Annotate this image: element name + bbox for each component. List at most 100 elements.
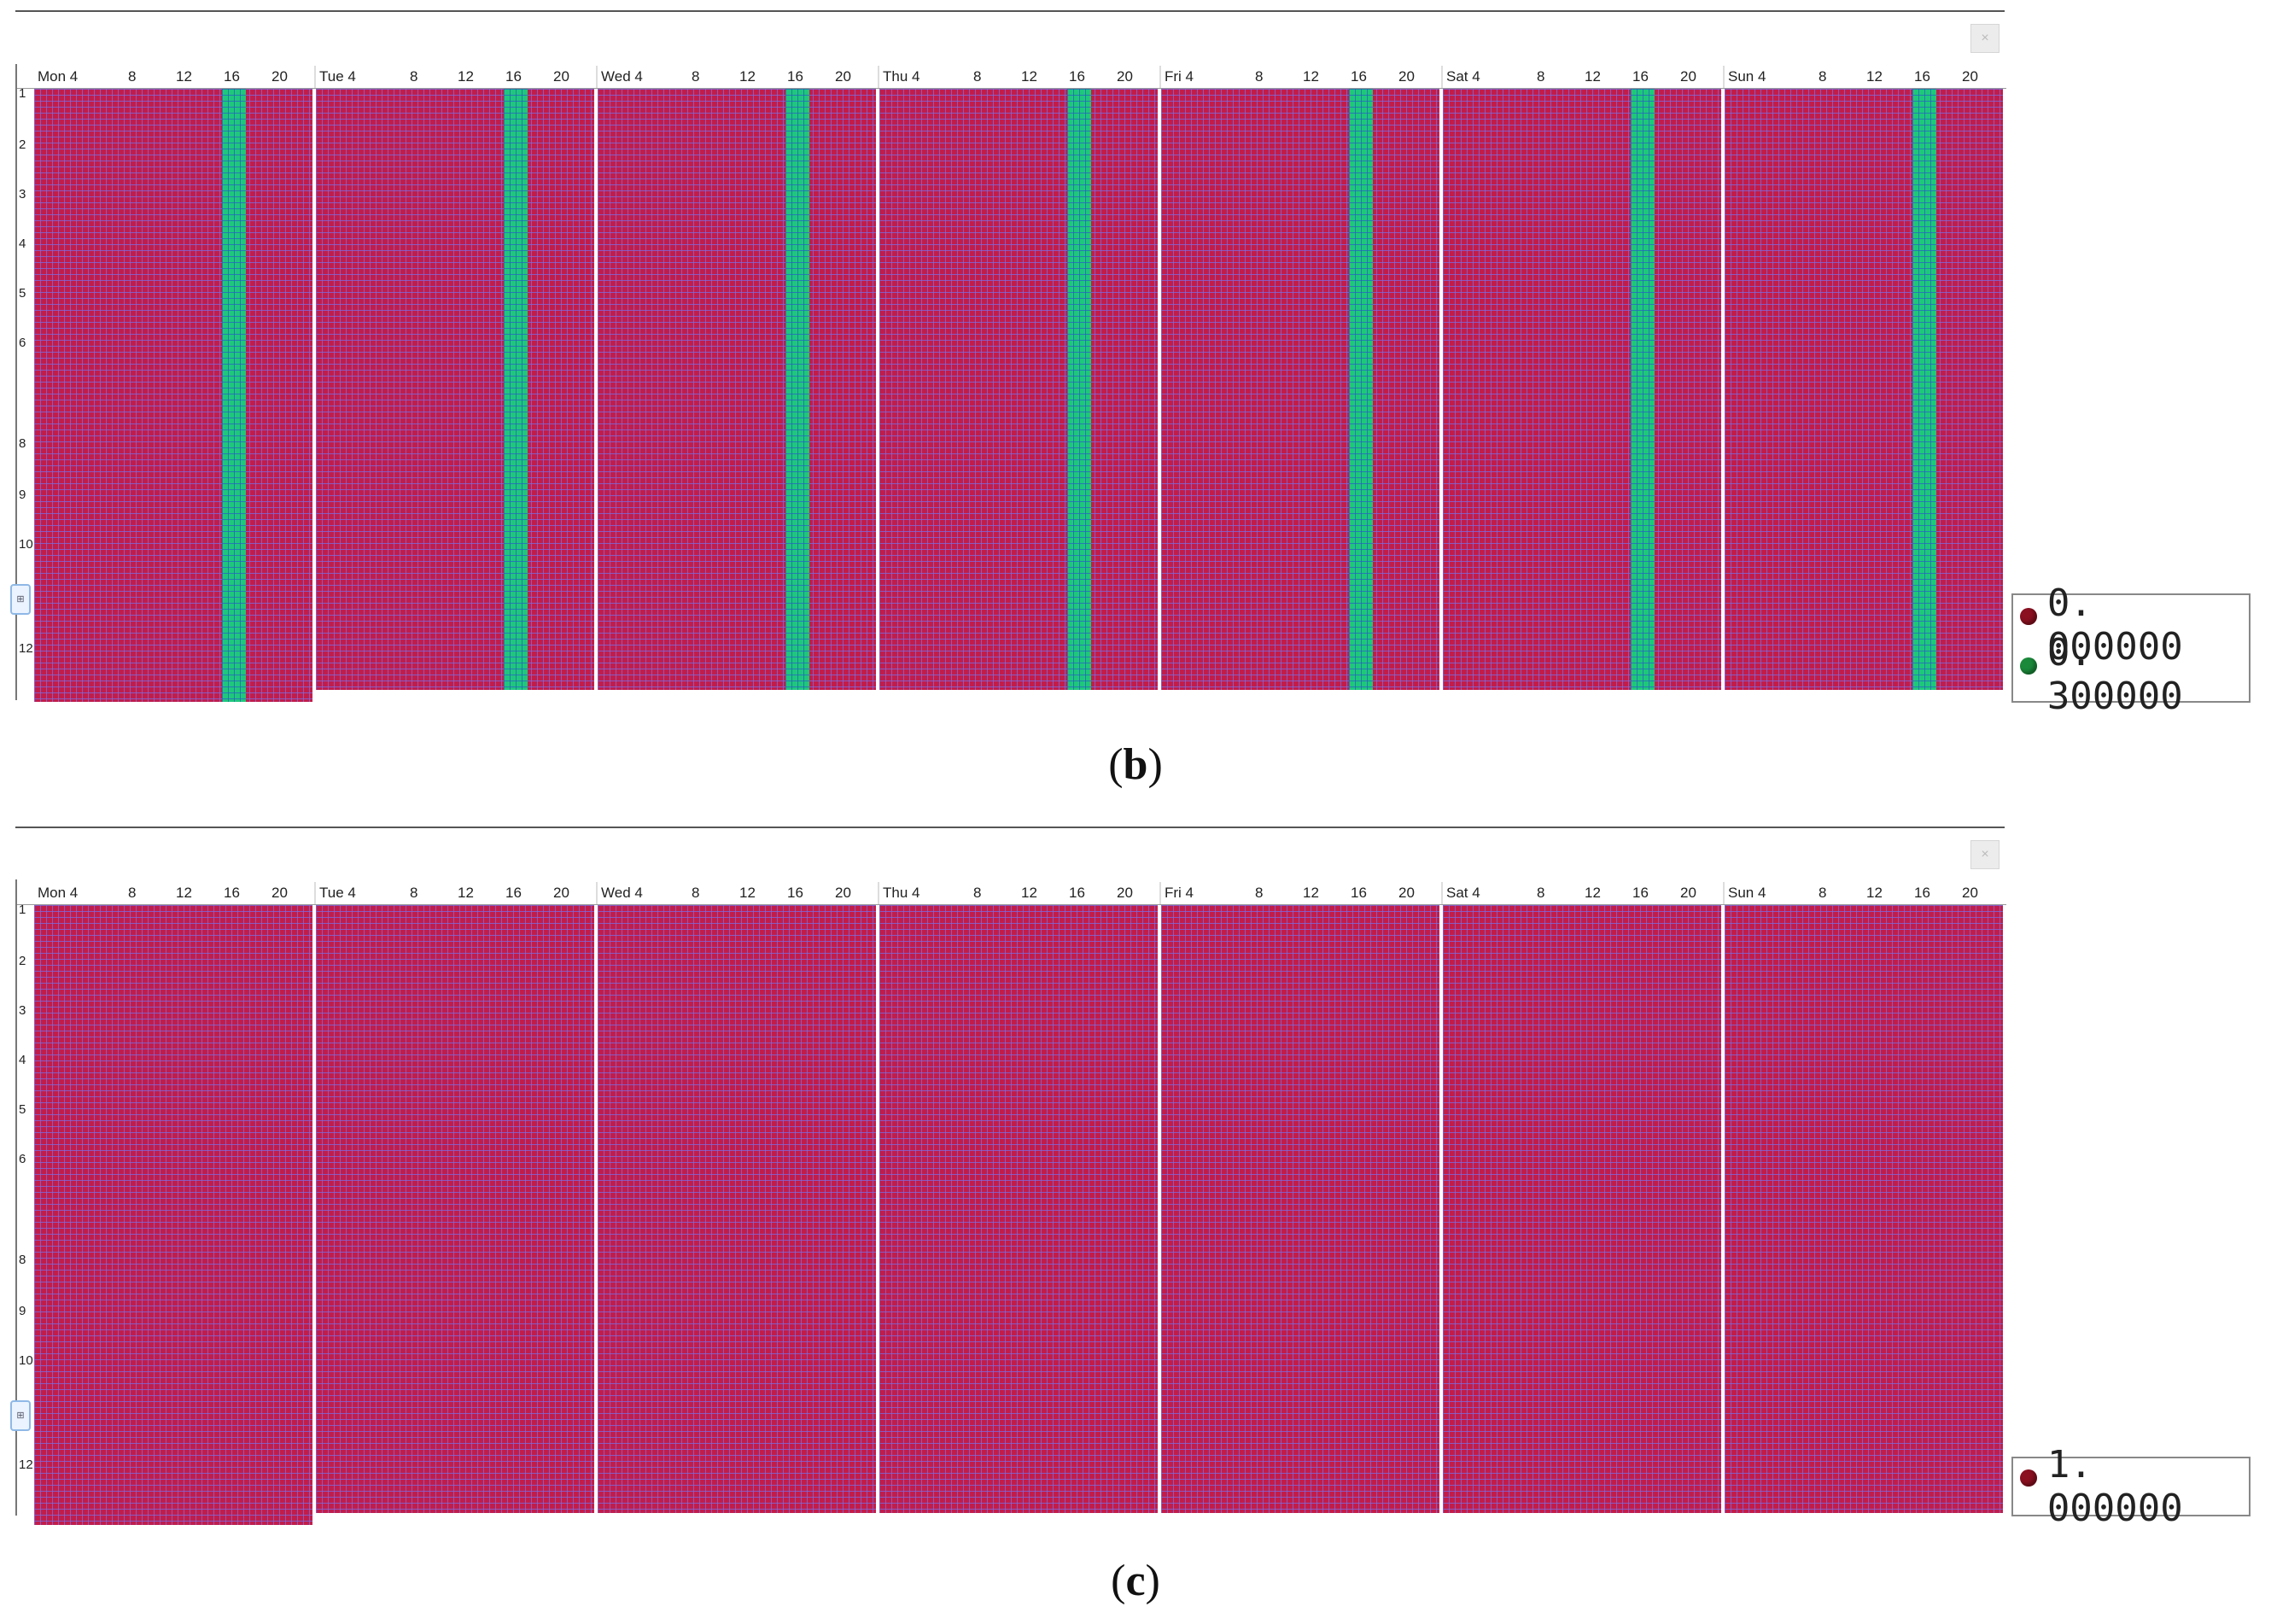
header-divider <box>1441 66 1443 88</box>
hour-tick-label: 8 <box>1537 68 1545 85</box>
hour-tick-label: 16 <box>1351 885 1367 901</box>
hour-tick-label: 16 <box>505 885 522 901</box>
day-header: Mon 4 8 12 16 20 Tue 4 8 12 16 20 Wed 4 8 12 16 20 Thu … <box>17 66 2006 89</box>
side-tab-icon[interactable]: ⊞ <box>10 584 31 615</box>
close-icon[interactable]: × <box>1970 840 2000 869</box>
day-grid-5[interactable] <box>1161 905 1439 1513</box>
hour-tick-label: 12 <box>458 885 474 901</box>
row-label: 9 <box>19 1304 26 1318</box>
day-label: Mon 4 <box>38 885 79 901</box>
hour-tick-label: 12 <box>1866 68 1883 85</box>
legend-item: 0. 300000 <box>2020 631 2249 718</box>
hour-tick-label: 20 <box>1680 68 1696 85</box>
row-label: 3 <box>19 1003 26 1018</box>
hour-tick-label: 20 <box>1117 885 1133 901</box>
day-grid-7[interactable] <box>1725 905 2003 1513</box>
legend: 0. 000000 0. 300000 <box>2011 581 2251 718</box>
hour-tick-label: 12 <box>1585 885 1601 901</box>
hour-tick-label: 16 <box>224 885 240 901</box>
hour-tick-label: 16 <box>1914 68 1930 85</box>
row-label: 3 <box>19 187 26 202</box>
hour-tick-label: 12 <box>1021 68 1037 85</box>
day-label: Tue 4 <box>319 68 356 85</box>
hour-tick-label: 16 <box>1069 68 1085 85</box>
day-grid-2[interactable] <box>316 905 594 1513</box>
day-grid-7[interactable] <box>1725 89 2003 690</box>
hour-tick-label: 20 <box>1680 885 1696 901</box>
day-grid-5[interactable] <box>1161 89 1439 690</box>
highlight-column <box>1912 89 1936 690</box>
side-tab-icon[interactable]: ⊞ <box>10 1400 31 1431</box>
legend-item: 1. 000000 <box>2020 1443 2249 1530</box>
hour-tick-label: 8 <box>692 885 700 901</box>
hour-tick-label: 12 <box>739 68 756 85</box>
day-grid-3[interactable] <box>598 89 876 690</box>
hour-tick-label: 20 <box>1962 885 1978 901</box>
header-divider <box>1441 882 1443 904</box>
row-label: 12 <box>19 1458 33 1472</box>
left-border <box>15 64 17 700</box>
hour-tick-label: 16 <box>224 68 240 85</box>
row-label: 8 <box>19 436 26 451</box>
day-label: Tue 4 <box>319 885 356 901</box>
highlight-column <box>504 89 528 690</box>
hour-tick-label: 12 <box>176 885 192 901</box>
hour-tick-label: 16 <box>1069 885 1085 901</box>
row-label: 4 <box>19 1053 26 1067</box>
hour-tick-label: 12 <box>1866 885 1883 901</box>
close-icon[interactable]: × <box>1970 24 2000 53</box>
hour-tick-label: 20 <box>1398 68 1415 85</box>
legend-value: 0. 300000 <box>2046 631 2183 718</box>
legend: 1. 000000 <box>2011 1443 2251 1530</box>
hour-tick-label: 8 <box>692 68 700 85</box>
hour-tick-label: 16 <box>1632 885 1649 901</box>
day-grid-3[interactable] <box>598 905 876 1513</box>
hour-tick-label: 8 <box>1537 885 1545 901</box>
day-grid-2[interactable] <box>316 89 594 690</box>
hour-tick-label: 16 <box>505 68 522 85</box>
header-divider <box>596 66 598 88</box>
hour-tick-label: 16 <box>787 68 803 85</box>
day-label: Sun 4 <box>1728 885 1766 901</box>
panel-b: × Mon 4 8 12 16 20 Tue 4 8 12 16 20 Wed 4 8 12 16 20 Th… <box>0 0 2271 789</box>
legend-value: 0. 000000 <box>2046 581 2183 669</box>
day-grid-6[interactable] <box>1443 905 1721 1513</box>
row-label: 5 <box>19 1102 26 1117</box>
row-label: 6 <box>19 336 26 350</box>
header-divider <box>1723 66 1725 88</box>
header-divider <box>1159 66 1161 88</box>
day-label: Thu 4 <box>883 68 920 85</box>
hour-tick-label: 12 <box>1303 68 1319 85</box>
hour-tick-label: 8 <box>410 885 418 901</box>
red-dot-icon <box>2020 1469 2037 1487</box>
hour-tick-label: 16 <box>1632 68 1649 85</box>
day-grid-1[interactable] <box>34 905 312 1525</box>
red-dot-icon <box>2020 608 2037 625</box>
header-divider <box>1723 882 1725 904</box>
row-label: 1 <box>19 903 26 917</box>
day-label: Mon 4 <box>38 68 79 85</box>
day-grid-4[interactable] <box>879 89 1158 690</box>
header-divider <box>596 882 598 904</box>
day-grid-4[interactable] <box>879 905 1158 1513</box>
green-dot-icon <box>2020 657 2037 675</box>
legend-item: 0. 000000 <box>2020 581 2249 669</box>
hour-tick-label: 12 <box>739 885 756 901</box>
caption-letter: c <box>1125 1557 1146 1605</box>
header-divider <box>314 882 316 904</box>
row-label: 2 <box>19 137 26 152</box>
hour-tick-label: 16 <box>787 885 803 901</box>
day-grid-1[interactable] <box>34 89 312 702</box>
day-label: Sat 4 <box>1446 885 1480 901</box>
hour-tick-label: 20 <box>553 68 569 85</box>
row-label: 10 <box>19 537 33 552</box>
day-label: Sat 4 <box>1446 68 1480 85</box>
hour-tick-label: 8 <box>1819 68 1827 85</box>
row-label: 4 <box>19 237 26 251</box>
hour-tick-label: 8 <box>1255 68 1264 85</box>
day-grid-6[interactable] <box>1443 89 1721 690</box>
row-label: 2 <box>19 954 26 968</box>
row-label: 8 <box>19 1253 26 1267</box>
hour-tick-label: 8 <box>410 68 418 85</box>
